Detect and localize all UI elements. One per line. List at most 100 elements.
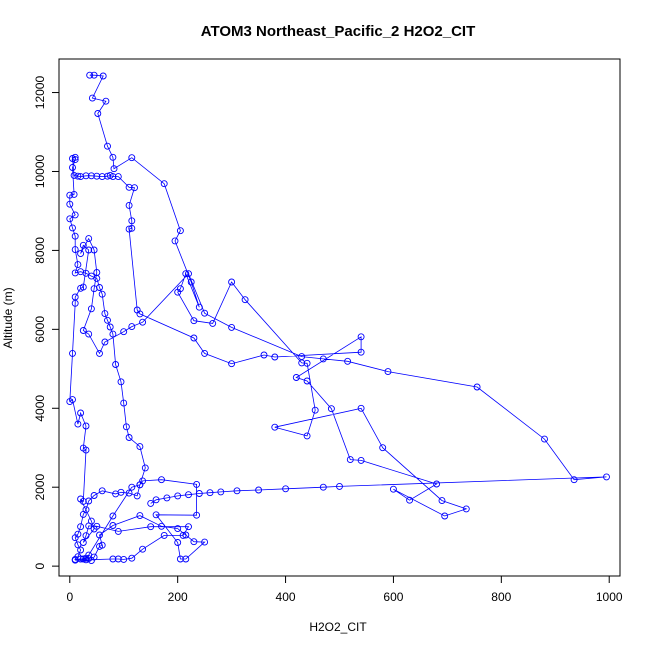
- data-point: [90, 492, 98, 499]
- data-point: [303, 432, 311, 440]
- data-point: [101, 310, 109, 318]
- data-point: [120, 555, 128, 563]
- data-point: [174, 525, 182, 533]
- data-point: [182, 270, 190, 278]
- data-point: [79, 283, 87, 291]
- data-point: [85, 235, 93, 243]
- data-point: [190, 538, 198, 546]
- data-point: [87, 305, 95, 313]
- x-axis: 0 200 400 600 800 1000: [66, 575, 623, 604]
- data-point: [160, 180, 168, 188]
- data-point: [101, 338, 109, 346]
- series-layer: [66, 71, 610, 565]
- data-point: [174, 539, 182, 546]
- data-point: [71, 156, 79, 164]
- data-point: [379, 444, 387, 452]
- data-point: [228, 278, 236, 286]
- x-tick-label: 800: [491, 590, 511, 604]
- data-point: [90, 525, 98, 533]
- data-point: [195, 490, 203, 497]
- data-point: [433, 480, 441, 488]
- data-point: [71, 232, 79, 240]
- data-point: [139, 545, 147, 553]
- data-point: [69, 164, 76, 171]
- data-point: [79, 444, 87, 452]
- data-point: [147, 523, 155, 531]
- data-point: [185, 523, 192, 531]
- data-point: [303, 377, 311, 385]
- data-point: [102, 97, 110, 105]
- x-tick-label: 0: [66, 590, 73, 604]
- data-point: [152, 511, 160, 519]
- data-point: [109, 153, 117, 161]
- y-tick-label: 0: [33, 562, 47, 569]
- data-point: [74, 261, 82, 269]
- data-point: [98, 541, 106, 549]
- data-point: [85, 330, 93, 338]
- data-point: [79, 510, 87, 518]
- chart-title: ATOM3 Northeast_Pacific_2 H2O2_CIT: [201, 23, 476, 40]
- data-point: [87, 172, 95, 180]
- data-point: [185, 491, 192, 499]
- data-point: [190, 334, 198, 342]
- data-point: [93, 269, 101, 276]
- data-point: [209, 319, 217, 327]
- data-point: [233, 487, 241, 495]
- y-axis: 0 2000 4000 6000 8000 10000 12000: [33, 76, 60, 569]
- data-point: [179, 531, 187, 539]
- data-point: [131, 184, 138, 192]
- data-point: [292, 374, 300, 381]
- data-point: [69, 349, 76, 357]
- data-point: [271, 353, 279, 361]
- data-point: [69, 224, 76, 232]
- data-point: [319, 483, 327, 491]
- data-point: [106, 323, 114, 331]
- data-point: [77, 250, 85, 258]
- data-point: [90, 246, 98, 254]
- data-point: [114, 527, 122, 535]
- data-point: [176, 227, 184, 235]
- data-point: [228, 323, 236, 331]
- y-tick-label: 2000: [33, 474, 47, 501]
- data-point: [77, 546, 85, 554]
- data-point: [357, 456, 365, 464]
- data-point: [104, 142, 111, 150]
- data-point: [71, 556, 79, 564]
- y-tick-label: 6000: [33, 316, 47, 343]
- data-point: [171, 237, 179, 245]
- data-point: [77, 409, 85, 417]
- data-point: [158, 476, 165, 484]
- data-point: [128, 483, 136, 491]
- data-point: [255, 486, 263, 494]
- data-point: [125, 183, 133, 191]
- data-point: [70, 171, 78, 179]
- data-point: [87, 557, 95, 565]
- data-point: [71, 153, 79, 161]
- data-point: [66, 215, 74, 223]
- data-point: [176, 555, 184, 563]
- x-tick-label: 600: [383, 590, 403, 604]
- data-point: [79, 241, 87, 249]
- data-point: [85, 246, 93, 254]
- data-point: [603, 473, 610, 481]
- data-point: [389, 485, 397, 493]
- y-tick-label: 12000: [33, 76, 47, 110]
- data-point: [98, 487, 106, 495]
- data-point: [117, 378, 125, 386]
- data-point: [104, 316, 111, 324]
- data-point: [114, 173, 122, 181]
- data-point: [125, 434, 133, 441]
- y-tick-label: 4000: [33, 395, 47, 422]
- data-point: [79, 555, 87, 563]
- data-point: [79, 539, 87, 546]
- data-point: [152, 496, 160, 504]
- data-point: [141, 464, 149, 472]
- data-point: [99, 72, 107, 80]
- data-point: [66, 191, 74, 199]
- data-point: [185, 270, 192, 278]
- data-point: [110, 165, 118, 173]
- data-point: [241, 296, 249, 304]
- data-point: [187, 278, 195, 286]
